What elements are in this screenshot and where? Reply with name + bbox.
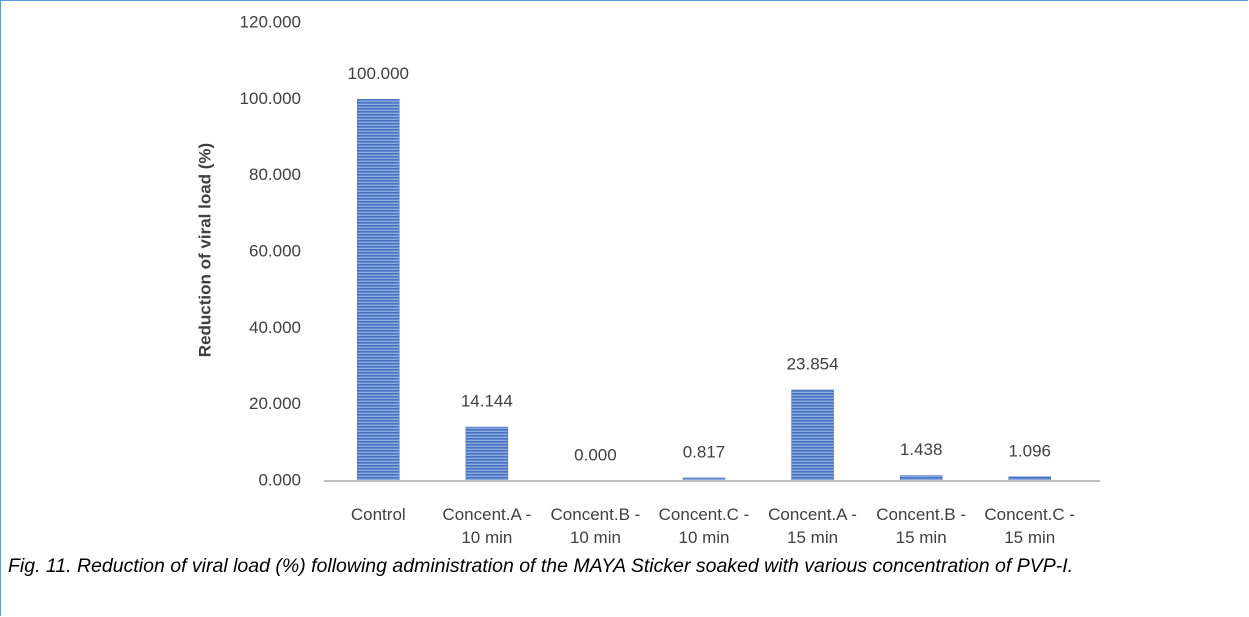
caption: Fig. 11. Reduction of viral load (%) fol… [8, 555, 1074, 577]
bar [465, 426, 509, 482]
x-tick-label: Concent.A - 15 min [768, 505, 857, 547]
x-tick-label: Concent.B - 10 min [550, 505, 641, 547]
y-axis-label: Reduction of viral load (%) [195, 143, 214, 357]
data-label: 0.000 [574, 445, 617, 464]
bar [357, 99, 400, 482]
data-label: 0.817 [683, 442, 726, 461]
x-tick-label: Concent.A - 10 min [442, 505, 532, 547]
x-tick-label: Concent.C - 10 min [658, 505, 750, 547]
y-tick-label: 120.000 [240, 12, 301, 31]
data-label: 14.144 [461, 392, 513, 411]
data-label: 100.000 [348, 64, 409, 83]
y-tick-label: 60.000 [249, 241, 301, 260]
y-tick-label: 20.000 [249, 394, 301, 413]
y-tick-label: 0.000 [258, 470, 301, 489]
x-tick-label: Concent.B - 15 min [876, 505, 967, 547]
y-tick-label: 100.000 [240, 89, 301, 108]
bar [791, 389, 834, 482]
data-label: 1.438 [900, 440, 943, 459]
data-label: 1.096 [1008, 441, 1051, 460]
x-tick-label: Concent.C - 15 min [984, 505, 1076, 547]
data-label: 23.854 [787, 354, 839, 373]
x-tick-label: Control [350, 505, 406, 524]
y-tick-label: 40.000 [249, 318, 301, 337]
y-tick-label: 80.000 [249, 165, 301, 184]
